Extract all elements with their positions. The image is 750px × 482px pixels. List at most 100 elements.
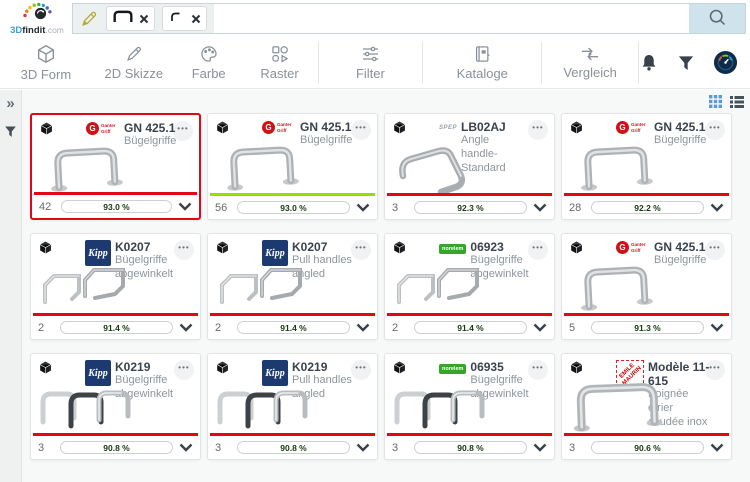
app-logo-icon	[21, 2, 53, 24]
chevron-down-icon[interactable]	[710, 323, 724, 332]
sketch-chip-bracket[interactable]	[106, 6, 155, 31]
card-menu-button[interactable]: •••	[351, 360, 371, 380]
catalog-book-icon	[472, 44, 492, 64]
result-card[interactable]: ••• G Ganter Griff GN 425.1 Bügelgriffe 4…	[30, 113, 201, 220]
wire-handles-thumbnail	[210, 254, 316, 316]
tab-kataloge[interactable]: Kataloge	[423, 37, 541, 88]
part-subtitle: Bügelgriffe abgewinkelt	[470, 254, 529, 280]
user-avatar[interactable]	[713, 50, 738, 75]
notifications-bell-icon[interactable]	[639, 52, 659, 73]
card-menu-button[interactable]: •••	[174, 240, 194, 260]
card-menu-button[interactable]: •••	[705, 360, 725, 380]
tab-label: Raster	[260, 66, 299, 81]
card-footer: 2 91.4 %	[385, 316, 554, 339]
card-menu-button[interactable]: •••	[173, 121, 193, 141]
card-menu-button[interactable]: •••	[528, 240, 548, 260]
tab-vergleich[interactable]: Vergleich	[542, 37, 638, 88]
tab-2d-skizze[interactable]: 2D Skizze	[92, 37, 176, 88]
tab-farbe[interactable]: Farbe	[176, 37, 242, 88]
pencil-icon	[124, 44, 144, 64]
card-text-block: G Ganter Griff GN 425.1 Bügelgriffe	[262, 120, 368, 148]
sidebar-expand-icon[interactable]: »	[6, 95, 15, 112]
variant-count: 2	[215, 321, 222, 334]
trio-handles-thumbnail	[33, 374, 139, 436]
search-button[interactable]	[689, 4, 745, 33]
chip-close-icon[interactable]	[138, 13, 150, 25]
filter-funnel-icon[interactable]	[676, 53, 696, 73]
part-title: Modèle 11-615	[648, 360, 710, 389]
sketch-pencil-icon[interactable]	[80, 9, 99, 28]
result-card[interactable]: ••• G Ganter Griff GN 425.1 Bügelgriffe 5…	[207, 113, 378, 220]
tab-filter[interactable]: Filter	[319, 37, 423, 88]
bow-handle-thumbnail	[564, 254, 670, 316]
cube-3d-icon	[392, 240, 407, 260]
result-card[interactable]: ••• Kipp K0219 Pull handles angled 3 90.…	[207, 353, 378, 460]
chevron-down-icon[interactable]	[356, 323, 370, 332]
chip-close-icon[interactable]	[190, 13, 202, 25]
list-view-button[interactable]	[730, 95, 744, 108]
result-card[interactable]: ••• G Ganter Griff GN 425.1 Bügelgriffe 2…	[561, 113, 732, 220]
variant-count: 5	[569, 321, 576, 334]
match-progress-bar: 90.8 %	[237, 441, 350, 454]
results-area: » ••• G Ganter Griff GN 425.1 Bügelgriffe	[0, 90, 750, 482]
match-percent: 91.4 %	[103, 322, 130, 333]
cube-3d-icon	[392, 360, 407, 380]
variant-count: 3	[392, 441, 399, 454]
tab-raster[interactable]: Raster	[242, 37, 318, 88]
grid-view-button[interactable]	[709, 95, 722, 108]
kipp-logo: Kipp	[262, 240, 288, 282]
chevron-down-icon[interactable]	[533, 203, 547, 212]
variant-count: 2	[392, 321, 399, 334]
result-card[interactable]: ••• SPEP LB02AJ Angle handle-Standard 3 …	[384, 113, 555, 220]
sidebar-filter-icon[interactable]	[3, 124, 18, 144]
accent-separator	[564, 193, 729, 196]
tab-3d-form[interactable]: 3D Form	[0, 37, 92, 88]
result-card[interactable]: ••• Kipp K0207 Bügelgriffe abgewinkelt 2…	[30, 233, 201, 340]
card-footer: 3 90.6 %	[562, 436, 731, 459]
card-text-block: SPEP LB02AJ Angle handle-Standard	[439, 120, 545, 175]
card-menu-button[interactable]: •••	[705, 120, 725, 140]
search-input[interactable]	[72, 3, 746, 34]
chevron-down-icon[interactable]	[356, 203, 370, 212]
app-logo[interactable]: 3Dfindit.com	[5, 1, 69, 36]
card-menu-button[interactable]: •••	[174, 360, 194, 380]
ellipsis-icon: •••	[532, 243, 544, 252]
wire-handles-thumbnail	[33, 254, 139, 316]
variant-count: 3	[38, 441, 45, 454]
part-subtitle: Bügelgriffe	[300, 134, 353, 147]
cube-3d-icon	[38, 240, 53, 260]
card-menu-button[interactable]: •••	[351, 120, 371, 140]
top-search-bar: 3Dfindit.com	[0, 0, 750, 37]
card-menu-button[interactable]: •••	[351, 240, 371, 260]
match-percent: 91.4 %	[280, 322, 307, 333]
result-card[interactable]: ••• Kipp K0207 Pull handles angled 2 91.…	[207, 233, 378, 340]
chevron-down-icon[interactable]	[179, 443, 193, 452]
chevron-down-icon[interactable]	[710, 443, 724, 452]
chevron-down-icon[interactable]	[356, 443, 370, 452]
card-menu-button[interactable]: •••	[705, 240, 725, 260]
chevron-down-icon[interactable]	[533, 443, 547, 452]
match-progress-bar: 93.0 %	[237, 201, 350, 214]
result-card[interactable]: ••• norelem 06923 Bügelgriffe abgewinkel…	[384, 233, 555, 340]
match-percent: 92.3 %	[457, 202, 484, 213]
ganter-logo: G Ganter Griff	[86, 121, 120, 149]
compare-arrows-icon	[579, 45, 601, 63]
result-card[interactable]: ••• G Ganter Griff GN 425.1 Bügelgriffe 5…	[561, 233, 732, 340]
ellipsis-icon: •••	[532, 123, 544, 132]
chevron-down-icon[interactable]	[179, 323, 193, 332]
chevron-down-icon[interactable]	[533, 323, 547, 332]
view-toggles	[709, 95, 744, 108]
card-menu-button[interactable]: •••	[528, 360, 548, 380]
result-card[interactable]: ••• Kipp K0219 Bügelgriffe abgewinkelt 3…	[30, 353, 201, 460]
chevron-down-icon[interactable]	[178, 202, 192, 211]
ellipsis-icon: •••	[709, 243, 721, 252]
result-card[interactable]: ••• norelem 06935 Bügelgriffe abgewinkel…	[384, 353, 555, 460]
cube-3d-icon	[39, 121, 54, 141]
card-menu-button[interactable]: •••	[528, 120, 548, 140]
card-text-block: EMILE MAURIN Modèle 11-615 Poignée étrie…	[616, 360, 722, 430]
wire-handles-thumbnail	[387, 254, 493, 316]
result-card[interactable]: ••• EMILE MAURIN Modèle 11-615 Poignée é…	[561, 353, 732, 460]
sketch-chip-curve[interactable]	[162, 6, 207, 31]
chevron-down-icon[interactable]	[710, 203, 724, 212]
ganter-logo: G Ganter Griff	[616, 240, 650, 268]
